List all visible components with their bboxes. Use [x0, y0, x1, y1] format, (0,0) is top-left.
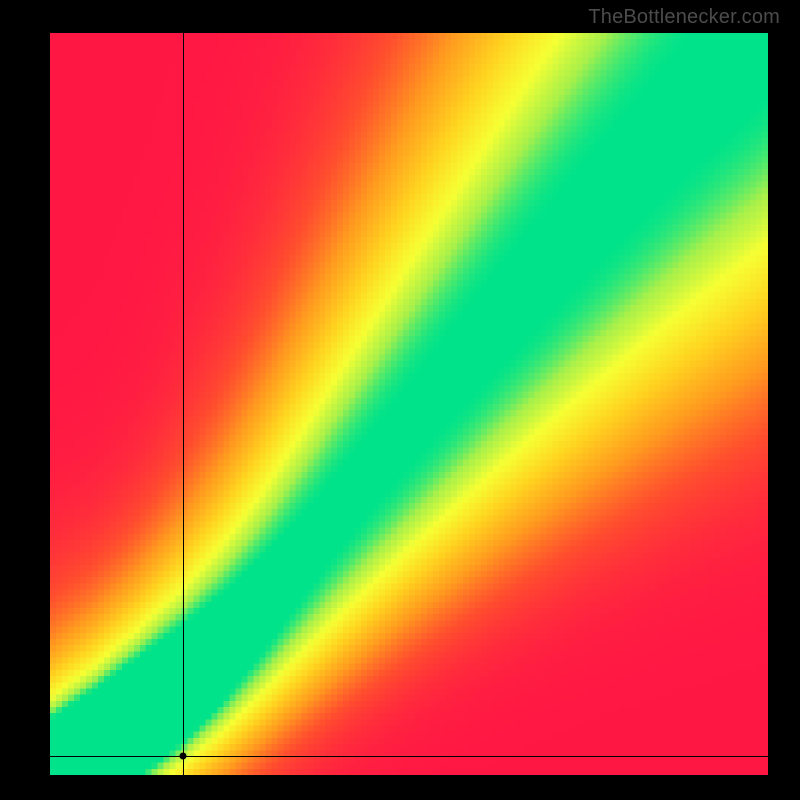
watermark-text: TheBottlenecker.com [588, 6, 780, 29]
chart-container: { "watermark": { "text": "TheBottlenecke… [0, 0, 800, 800]
crosshair-vertical [183, 33, 184, 775]
bottleneck-heatmap [50, 33, 768, 775]
crosshair-marker [179, 753, 186, 760]
crosshair-horizontal [50, 756, 768, 757]
